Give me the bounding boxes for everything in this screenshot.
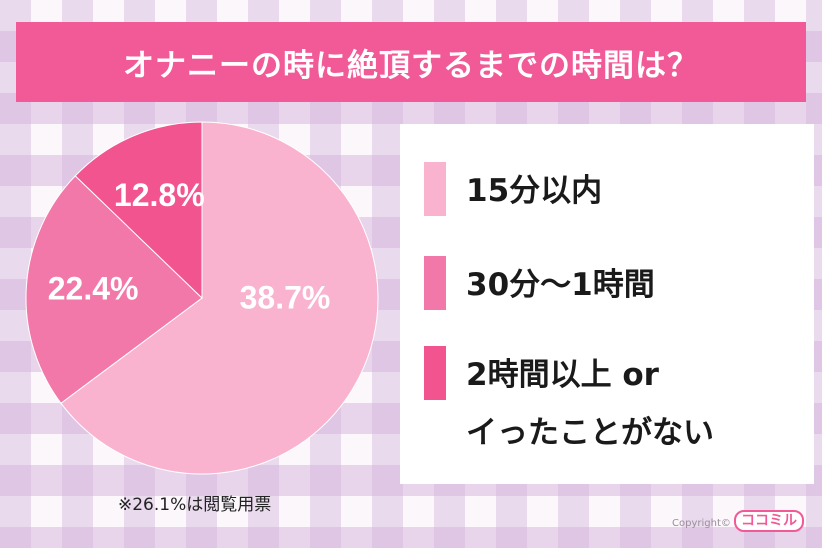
- legend-swatch-3: [424, 346, 446, 400]
- pie-label-2: 22.4%: [48, 271, 139, 307]
- pie-slice-2: [25, 175, 203, 404]
- legend-item-1: 15分以内: [424, 162, 602, 220]
- legend: 15分以内 30分〜1時間 2時間以上 or イったことがない: [400, 124, 814, 484]
- pie-label-1: 38.7%: [240, 279, 331, 315]
- legend-swatch-2: [424, 256, 446, 310]
- copyright-text: Copyright©: [672, 518, 731, 529]
- pie-slice-1: [60, 121, 379, 475]
- legend-item-2: 30分〜1時間: [424, 256, 655, 314]
- legend-item-3: 2時間以上 or イったことがない: [424, 346, 714, 462]
- legend-label-2: 30分〜1時間: [466, 267, 655, 303]
- legend-label-3: 2時間以上 or イったことがない: [466, 357, 714, 451]
- legend-swatch-1: [424, 162, 446, 216]
- brand-logo: ココミル: [734, 510, 804, 532]
- footnote: ※26.1%は閲覧用票: [118, 495, 272, 515]
- pie-slice-3: [74, 121, 203, 300]
- title-bar: オナニーの時に絶頂するまでの時間は？: [16, 22, 806, 102]
- pie-label-3: 12.8%: [114, 177, 205, 213]
- legend-label-1: 15分以内: [466, 173, 603, 209]
- chart-title: オナニーの時に絶頂するまでの時間は？: [123, 47, 699, 84]
